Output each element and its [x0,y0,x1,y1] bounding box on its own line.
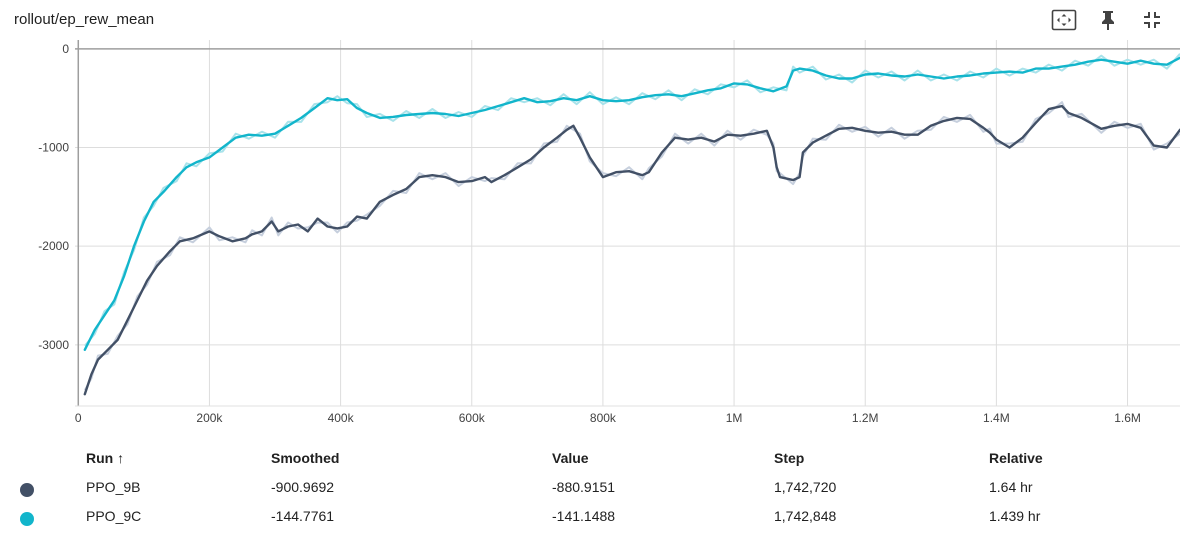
pin-icon [1102,11,1114,30]
x-tick-label: 800k [590,411,617,425]
x-tick-label: 600k [459,411,486,425]
table-header-row: Run ↑ Smoothed Value Step Relative [0,446,1180,475]
y-tick-label: -1000 [38,141,69,155]
tick-labels: 0 200k 400k 600k 800k 1M 1.2M 1.4M 1.6M 0 -1000 -20… [38,42,1141,425]
x-tick-label: 1.2M [852,411,879,425]
relative-time: 1.439 hr [989,508,1041,524]
run-color-swatch [20,512,34,526]
step-value: 1,742,720 [774,479,837,495]
header-smoothed: Smoothed [271,450,340,466]
x-tick-label: 1M [726,411,743,425]
run-name: PPO_9B [86,479,141,495]
chart-toolbar [1050,6,1166,34]
header-step: Step [774,450,805,466]
smoothed-value: -144.7761 [271,508,335,524]
pin-button[interactable] [1094,6,1122,34]
collapse-icon [1144,12,1160,28]
header-run[interactable]: Run ↑ [86,450,125,466]
axes [75,40,1180,407]
series-line-PPO_9C [83,56,1180,351]
x-tick-label: 200k [196,411,223,425]
relative-time: 1.64 hr [989,479,1033,495]
run-table: Run ↑ Smoothed Value Step Relative PPO_9… [0,446,1180,533]
header-relative: Relative [989,450,1043,466]
collapse-button[interactable] [1138,6,1166,34]
x-tick-label: 1.6M [1114,411,1141,425]
line-chart[interactable]: 0 200k 400k 600k 800k 1M 1.2M 1.4M 1.6M 0 -1000 -20… [0,40,1180,432]
fit-domain-icon [1051,9,1077,31]
raw-value: -141.1488 [552,508,616,524]
y-tick-label: 0 [62,42,69,56]
smoothed-value: -900.9692 [271,479,335,495]
run-color-swatch [20,483,34,497]
grid-lines [75,40,1180,406]
header-value: Value [552,450,589,466]
step-value: 1,742,848 [774,508,837,524]
y-tick-label: -2000 [38,239,69,253]
run-name: PPO_9C [86,508,142,524]
table-row[interactable]: PPO_9C -144.7761 -141.1488 1,742,848 1.4… [0,504,1180,533]
raw-value: -880.9151 [552,479,616,495]
series-line-PPO_9B [83,104,1180,396]
x-tick-label: 400k [328,411,355,425]
chart-title: rollout/ep_rew_mean [14,11,155,28]
y-tick-label: -3000 [38,338,69,352]
x-tick-label: 1.4M [983,411,1010,425]
x-tick-label: 0 [75,411,82,425]
table-row[interactable]: PPO_9B -900.9692 -880.9151 1,742,720 1.6… [0,475,1180,504]
series-raw-line [84,53,1180,347]
series-lines [83,53,1180,396]
fit-domain-button[interactable] [1050,6,1078,34]
